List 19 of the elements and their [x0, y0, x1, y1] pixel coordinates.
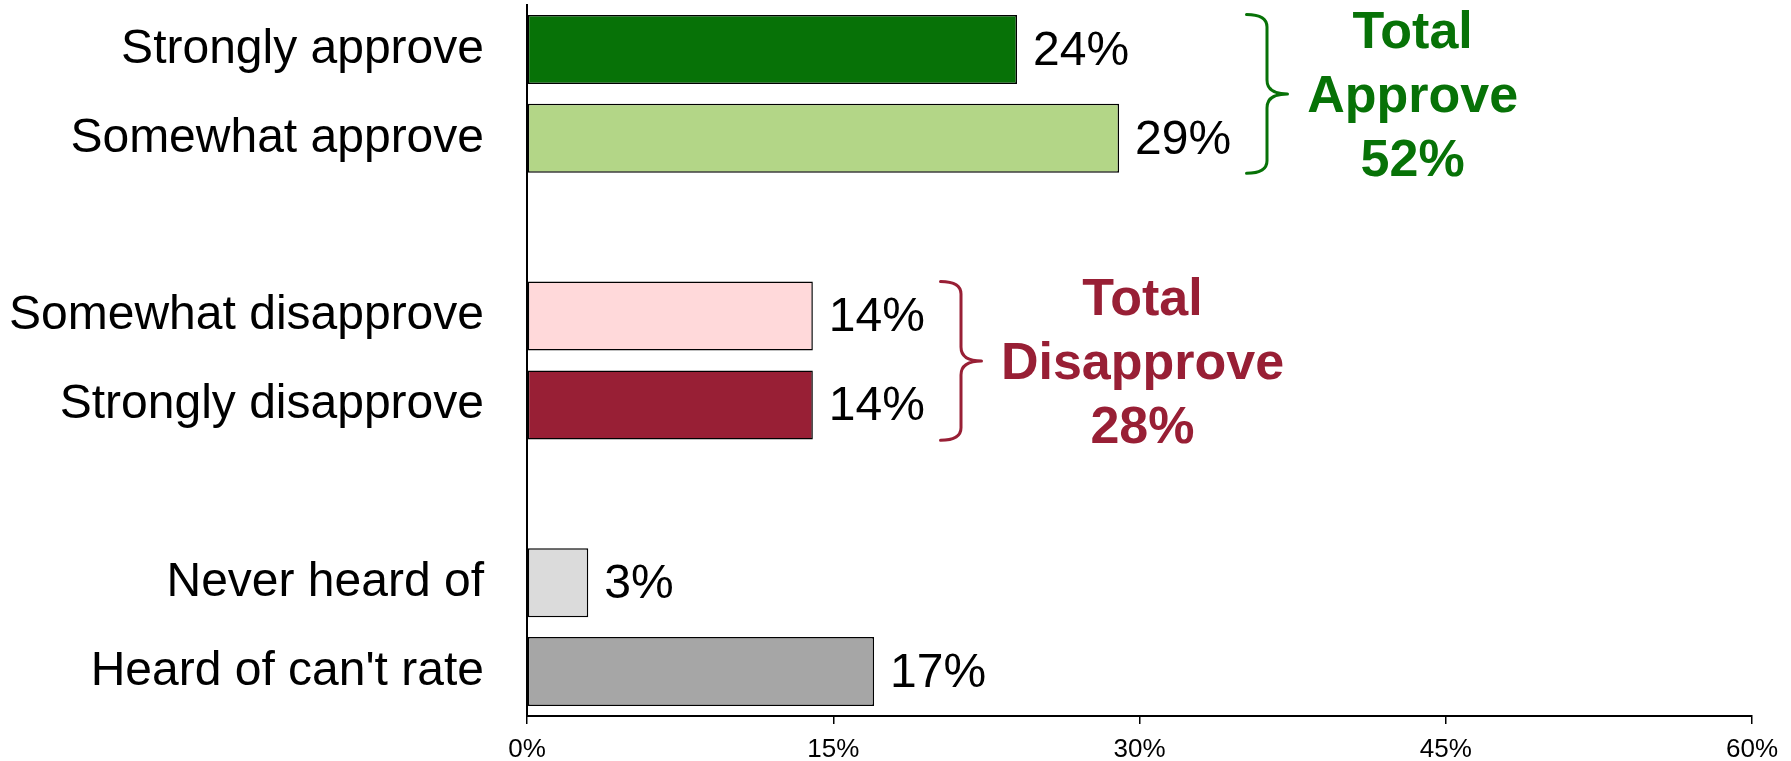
annotation: Total Approve 52% [1307, 0, 1519, 189]
data-label: 29% [1135, 110, 1232, 164]
y-tick-label: Somewhat approve [70, 108, 484, 162]
y-tick-label: Strongly approve [121, 19, 484, 73]
data-label: 14% [828, 377, 925, 431]
annotation: Total Disapprove 28% [1000, 266, 1285, 456]
data-label: 14% [828, 288, 925, 342]
x-tick-label: 15% [807, 732, 860, 761]
data-label: 3% [604, 554, 674, 608]
data-label: 17% [890, 643, 987, 697]
y-tick-label: Strongly disapprove [59, 375, 484, 429]
data-label: 24% [1033, 21, 1130, 75]
y-tick-label: Never heard of [166, 552, 485, 606]
x-tick-label: 0% [508, 732, 546, 761]
x-tick-label: 60% [1725, 732, 1779, 761]
x-tick-label: 45% [1419, 732, 1472, 761]
x-tick-label: 30% [1113, 732, 1166, 761]
y-tick-label: Heard of can't rate [90, 641, 484, 695]
y-tick-label: Somewhat disapprove [9, 286, 484, 340]
